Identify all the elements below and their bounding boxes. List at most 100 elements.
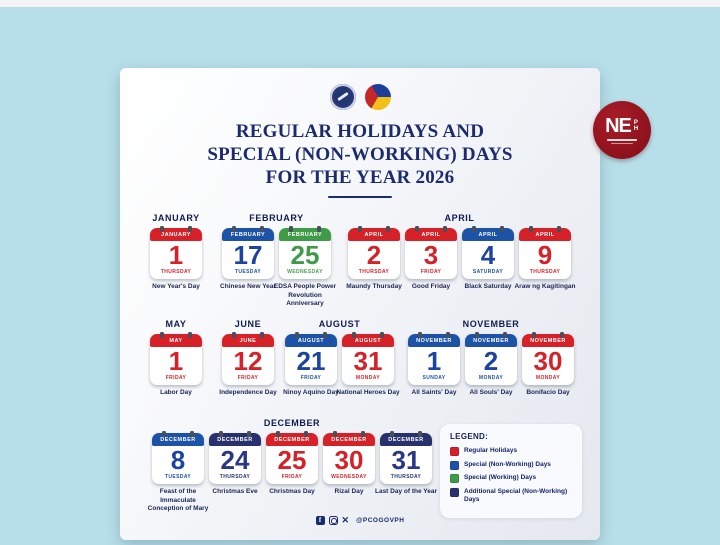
mini-calendar: APRIL 2 THURSDAY: [348, 226, 400, 280]
card-weekday: MONDAY: [535, 375, 561, 382]
holiday-card: NOVEMBER 30 MONDAY Bonifacio Day: [522, 332, 574, 398]
holiday-name: Chinese New Year: [220, 283, 276, 291]
holiday-card: DECEMBER 8 TUESDAY Feast of the Immaculate …: [148, 431, 208, 514]
binder-pin-icon: [418, 332, 422, 338]
social-footer: f ✕ @PCOGOVPH: [120, 516, 600, 525]
holiday-name: Independence Day: [219, 389, 277, 397]
legend-label: Additional Special (Non-Working) Days: [464, 487, 568, 504]
month-heading: JANUARY: [152, 213, 200, 223]
pco-seal-icon: [329, 84, 356, 110]
binder-pin-icon: [532, 332, 536, 338]
mini-calendar: DECEMBER 24 THURSDAY: [209, 431, 261, 485]
instagram-icon: [328, 516, 338, 525]
mini-calendar: APRIL 3 FRIDAY: [405, 226, 457, 280]
card-day-number: 1: [426, 346, 442, 376]
holiday-name: Christmas Eve: [212, 488, 258, 496]
binder-pin-icon: [560, 332, 564, 338]
mini-calendar: JANUARY 1 THURSDAY: [150, 226, 202, 280]
holiday-card: DECEMBER 30 WEDNESDAY Rizal Day: [323, 431, 375, 514]
month-group-april: APRIL APRIL 2 THURSDAY Maundy Thursday APRIL 3…: [346, 213, 576, 292]
legend-label: Special (Working) Days: [464, 474, 537, 481]
binder-pin-icon: [276, 431, 280, 437]
month-heading: JUNE: [234, 319, 262, 329]
binder-pin-icon: [160, 332, 164, 338]
card-day-number: 21: [296, 346, 326, 376]
legend-item: Regular Holidays: [450, 447, 572, 456]
card-day-number: 12: [233, 346, 263, 376]
card-weekday: THURSDAY: [358, 269, 390, 276]
social-handle: @PCOGOVPH: [356, 517, 405, 524]
month-heading: DECEMBER: [263, 418, 321, 428]
title-line-1: REGULAR HOLIDAYS AND: [235, 121, 485, 142]
mini-calendar: NOVEMBER 30 MONDAY: [522, 332, 574, 386]
binder-pin-icon: [317, 226, 321, 232]
month-heading: MAY: [165, 319, 187, 329]
binder-pin-icon: [529, 226, 533, 232]
holiday-name: National Heroes Day: [336, 389, 400, 397]
card-day-number: 3: [423, 240, 439, 270]
month-heading: NOVEMBER: [462, 319, 520, 329]
binder-pin-icon: [260, 226, 264, 232]
holiday-card: APRIL 2 THURSDAY Maundy Thursday: [346, 226, 402, 292]
holiday-name: Labor Day: [160, 389, 192, 397]
binder-pin-icon: [232, 226, 236, 232]
mini-calendar: JUNE 12 FRIDAY: [222, 332, 274, 386]
holiday-name: Maundy Thursday: [346, 283, 402, 291]
card-day-number: 4: [480, 240, 496, 270]
binder-pin-icon: [188, 226, 192, 232]
card-weekday: TUESDAY: [164, 474, 192, 481]
month-group-january: JANUARY JANUARY 1 THURSDAY New Year's Day: [150, 213, 202, 292]
title-line-3: FOR THE YEAR 2026: [265, 167, 455, 189]
binder-pin-icon: [418, 431, 422, 437]
legend-items: Regular Holidays Special (Non-Working) Da…: [450, 447, 572, 505]
holiday-card: JANUARY 1 THURSDAY New Year's Day: [150, 226, 202, 292]
mini-calendar: MAY 1 FRIDAY: [150, 332, 202, 386]
card-weekday: WEDNESDAY: [287, 269, 323, 276]
month-group-august: AUGUST AUGUST 21 FRIDAY Ninoy Aquino Day AUGU…: [283, 319, 399, 398]
binder-pin-icon: [333, 431, 337, 437]
holiday-name: New Year's Day: [152, 283, 200, 291]
facebook-icon: f: [315, 516, 325, 525]
badge-decorative-line: [611, 142, 633, 144]
month-heading: FEBRUARY: [249, 213, 304, 223]
mini-calendar: FEBRUARY 25 WEDNESDAY: [279, 226, 331, 280]
badge-letter-e: E: [618, 115, 632, 137]
binder-pin-icon: [289, 226, 293, 232]
mini-calendar: APRIL 9 THURSDAY: [519, 226, 571, 280]
holiday-poster: REGULAR HOLIDAYS AND SPECIAL (NON-WORKIN…: [120, 68, 600, 540]
poster-title: REGULAR HOLIDAYS AND SPECIAL (NON-WORKIN…: [120, 120, 600, 190]
binder-pin-icon: [503, 332, 507, 338]
holiday-name: Last Day of the Year: [374, 488, 438, 496]
holiday-card: DECEMBER 24 THURSDAY Christmas Eve: [209, 431, 261, 514]
mini-calendar: AUGUST 21 FRIDAY: [285, 332, 337, 386]
holiday-card: DECEMBER 31 THURSDAY Last Day of the Year: [375, 431, 437, 514]
binder-pin-icon: [188, 332, 192, 338]
legend-swatch-additional_special: [450, 487, 459, 497]
legend-label: Special (Non-Working) Days: [464, 460, 551, 468]
card-weekday: THURSDAY: [529, 269, 561, 276]
month-group-may: MAY MAY 1 FRIDAY Labor Day: [150, 319, 202, 398]
card-weekday: FRIDAY: [300, 375, 322, 382]
card-day-number: 9: [537, 240, 553, 270]
binder-pin-icon: [380, 332, 384, 338]
mini-calendar: FEBRUARY 17 TUESDAY: [222, 226, 274, 280]
holiday-name: Black Saturday: [464, 283, 512, 291]
binder-pin-icon: [219, 431, 223, 437]
badge-letters: N E PH: [605, 116, 639, 136]
binder-pin-icon: [247, 431, 251, 437]
holiday-name: Bonifacio Day: [526, 389, 570, 397]
card-weekday: THURSDAY: [390, 474, 422, 481]
card-day-number: 2: [483, 346, 499, 376]
card-weekday: THURSDAY: [160, 269, 192, 276]
binder-pin-icon: [358, 226, 362, 232]
binder-pin-icon: [557, 226, 561, 232]
card-day-number: 25: [290, 240, 320, 270]
legend-label: Regular Holidays: [464, 447, 518, 454]
binder-pin-icon: [232, 332, 236, 338]
mini-calendar: NOVEMBER 1 SUNDAY: [408, 332, 460, 386]
mini-calendar: AUGUST 31 MONDAY: [342, 332, 394, 386]
badge-letters-ph: PH: [632, 120, 639, 132]
binder-pin-icon: [260, 332, 264, 338]
holiday-card: APRIL 9 THURSDAY Araw ng Kagitingan: [514, 226, 576, 292]
title-underline: [328, 196, 392, 198]
